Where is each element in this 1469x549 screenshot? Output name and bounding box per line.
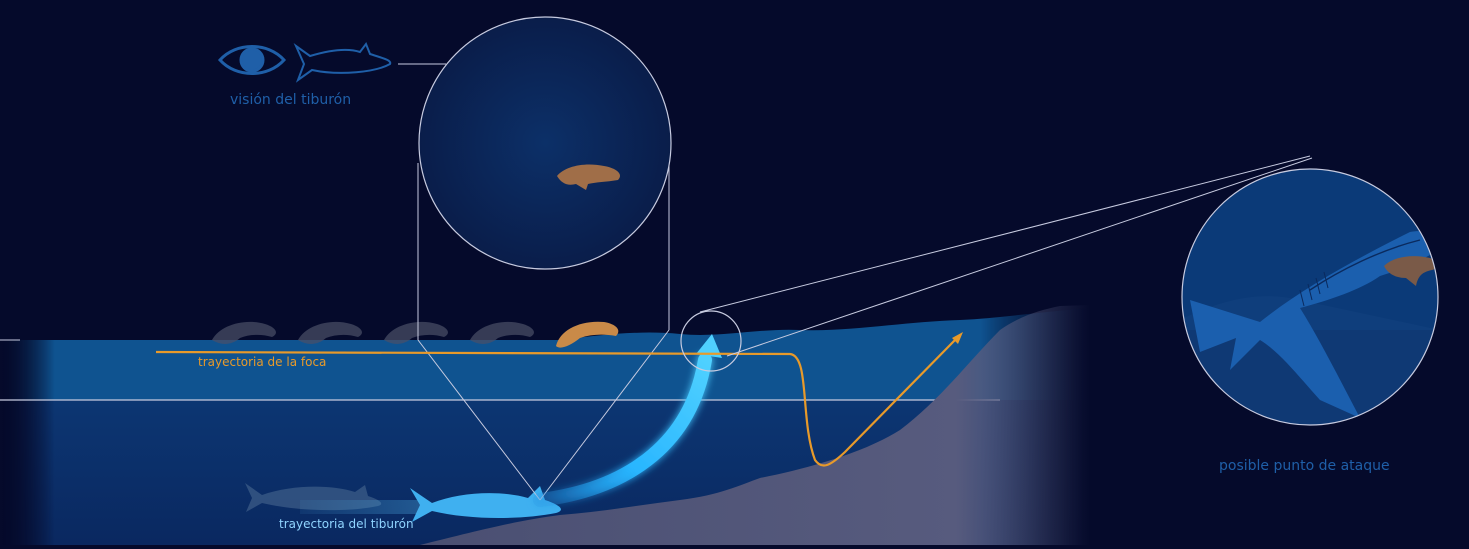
attack-point-label: posible punto de ataque — [1219, 458, 1390, 474]
shark — [410, 486, 561, 522]
attack-bubble — [1181, 168, 1439, 426]
attack-point-marker — [680, 310, 742, 372]
shark-arrowhead — [696, 334, 722, 358]
seafloor — [420, 305, 1090, 545]
seal-in-vision — [557, 164, 621, 190]
shark-path-label: trayectoria del tiburón — [279, 517, 414, 531]
seal-path-label: trayectoria de la foca — [198, 355, 327, 369]
great-white-shark — [1190, 231, 1438, 418]
shark-path-arrow — [533, 353, 712, 507]
shark-outline-icon — [293, 41, 392, 83]
seal — [556, 321, 619, 348]
shark-trail — [300, 500, 420, 514]
vision-guides — [398, 63, 670, 501]
shark-vision-label: visión del tiburón — [230, 92, 352, 108]
vision-bubble — [418, 16, 672, 270]
seal-path-arrowhead — [952, 332, 963, 344]
seal-path-line — [155, 339, 956, 467]
ghost-seals — [212, 321, 534, 344]
eye-icon — [217, 45, 287, 75]
seal-in-jaws — [1384, 256, 1438, 286]
attack-zoom-lines — [699, 155, 1313, 357]
